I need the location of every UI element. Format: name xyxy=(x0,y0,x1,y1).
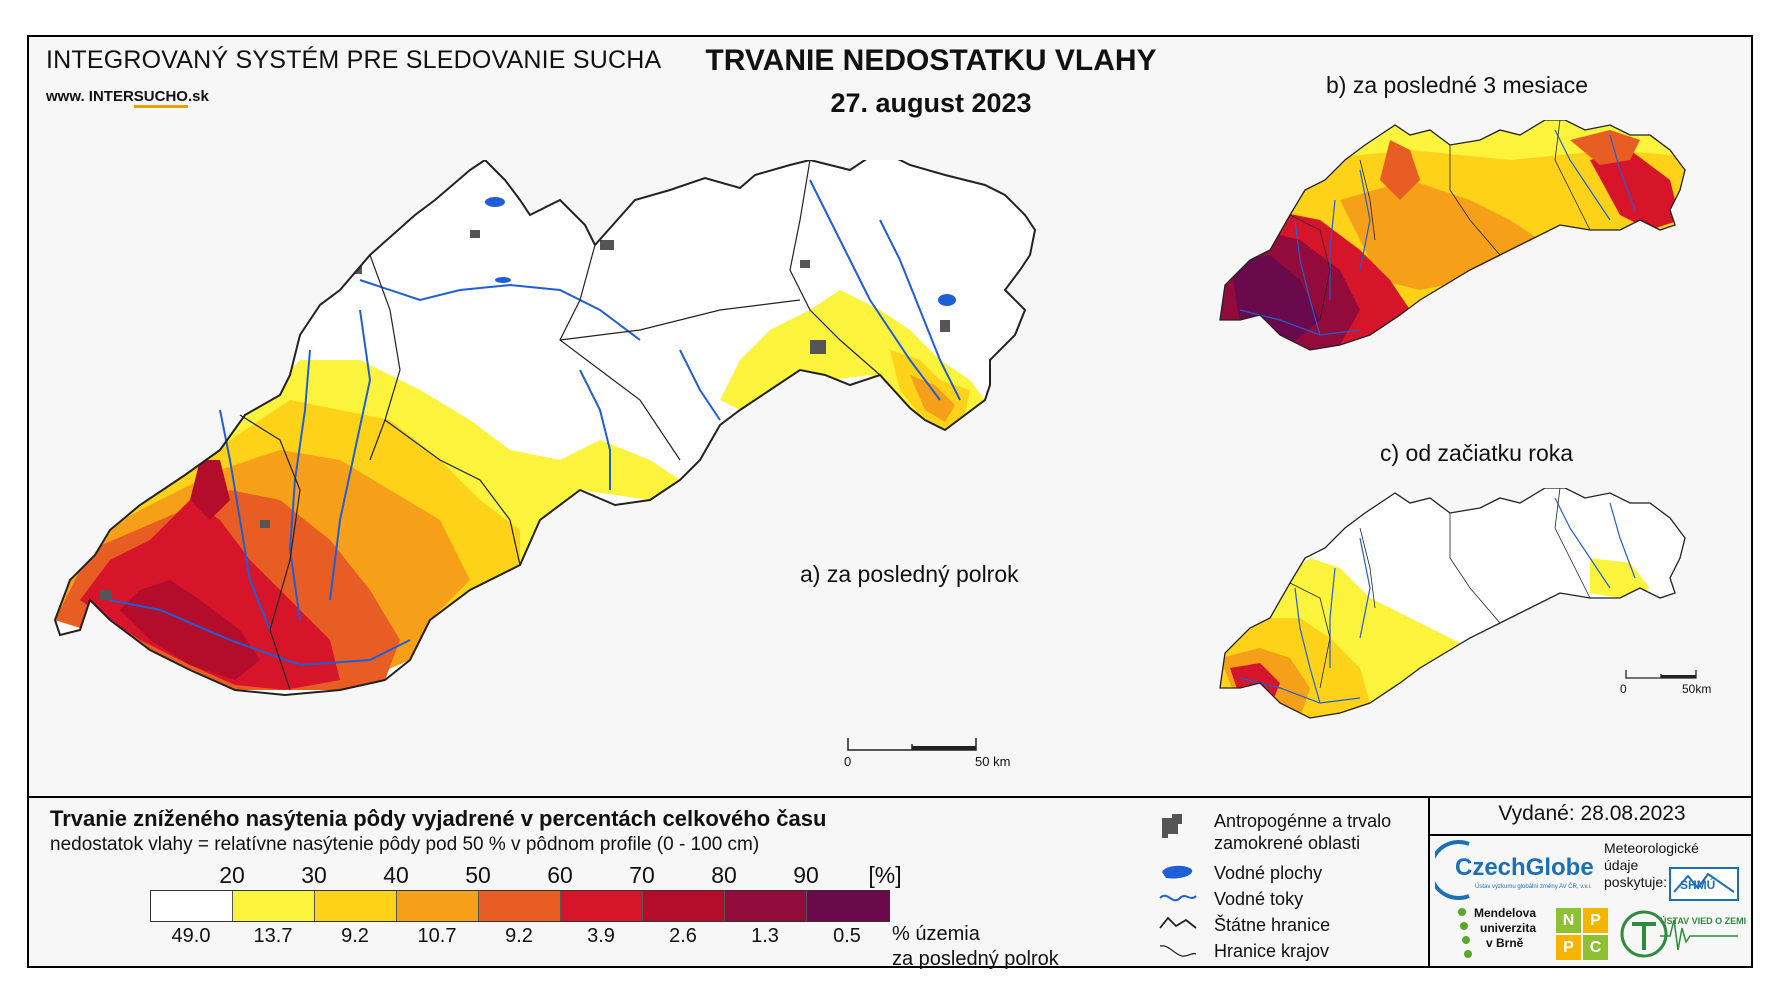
system-title: INTEGROVANÝ SYSTÉM PRE SLEDOVANIE SUCHA xyxy=(46,46,662,74)
shmu-name: SHMÚ xyxy=(1680,878,1716,892)
water-area-icon xyxy=(1162,865,1193,879)
map-date: 27. august 2023 xyxy=(830,88,1032,118)
legend-swatch xyxy=(397,891,479,921)
legend-swatch xyxy=(151,891,233,921)
scalebar-main xyxy=(847,738,977,751)
legend-anthropogenic: Antropogénne a trvalo zamokrené oblasti xyxy=(1170,810,1391,854)
legend-region-border: Hranice krajov xyxy=(1214,941,1330,961)
legend-state-border: Štátne hranice xyxy=(1214,915,1331,935)
map-title: TRVANIE NEDOSTATKU VLAHY xyxy=(705,44,1157,77)
scalebar-small-start: 0 xyxy=(1620,682,1627,696)
legend-percent-caption-line1: % územia xyxy=(892,923,980,945)
mendel-line2: univerzita xyxy=(1480,921,1537,935)
czechglobe-name: CzechGlobe xyxy=(1455,854,1594,881)
meteo-credit: Meteorologické údaje poskytuje: xyxy=(1604,840,1699,891)
legend-swatch xyxy=(725,891,807,921)
legend-swatch xyxy=(233,891,315,921)
mendel-logo-dots xyxy=(1458,908,1472,958)
legend-percentage: 3.9 xyxy=(587,925,615,947)
legend-percentage: 49.0 xyxy=(171,925,211,947)
legend-divider xyxy=(27,796,1753,798)
legend-tick: 50 xyxy=(465,862,491,888)
legend-tick: 90 xyxy=(793,862,819,888)
website-prefix: www. INTER xyxy=(46,88,134,105)
issued-date: Vydané: 28.08.2023 xyxy=(1498,802,1686,825)
legend-percent-caption-line2: za posledný polrok xyxy=(892,948,1059,970)
mendel-line1: Mendelova xyxy=(1474,906,1537,920)
panel-c-label: c) od začiatku roka xyxy=(1380,440,1574,466)
credits-divider xyxy=(1428,796,1430,968)
legend-anthropogenic-line1: Antropogénne a trvalo xyxy=(1214,811,1392,831)
legend-swatch xyxy=(643,891,725,921)
map-panel-b xyxy=(1219,120,1686,351)
legend-percentage: 13.7 xyxy=(253,925,293,947)
urban-area-icon xyxy=(1162,814,1182,838)
region-border-icon xyxy=(1159,945,1197,957)
legend-percent-caption: % územia za posledný polrok xyxy=(892,922,1059,972)
uvz-name: ÚSTAV VIED O ZEMI xyxy=(1660,916,1747,926)
nppc-letter: P xyxy=(1583,908,1608,933)
nppc-letter: N xyxy=(1556,908,1581,933)
issued-divider xyxy=(1428,834,1753,836)
mendel-university: Mendelova univerzita v Brně xyxy=(1474,906,1536,951)
legend-title: Trvanie zníženého nasýtenia pôdy vyjadre… xyxy=(50,806,827,831)
website-link[interactable]: www. INTERSUCHO.sk xyxy=(46,88,209,108)
scalebar-small-end: 50km xyxy=(1682,682,1712,696)
legend-water-areas: Vodné plochy xyxy=(1214,863,1323,883)
legend-tick: 40 xyxy=(383,862,409,888)
panel-b-label: b) za posledné 3 mesiace xyxy=(1326,72,1589,98)
legend-tick: 20 xyxy=(219,862,245,888)
nppc-logo: N P P C xyxy=(1556,908,1608,960)
legend-percentage: 9.2 xyxy=(505,925,533,947)
river-icon xyxy=(1159,894,1197,902)
legend-swatch xyxy=(561,891,643,921)
legend-water-streams: Vodné toky xyxy=(1214,889,1304,909)
shmu-logo xyxy=(1669,867,1739,901)
panel-a-label: a) za posledný polrok xyxy=(800,561,1019,587)
legend-unit: [%] xyxy=(868,862,902,888)
meteo-line2: údaje xyxy=(1604,857,1639,873)
legend-percentage: 1.3 xyxy=(751,925,779,947)
scalebar-main-start: 0 xyxy=(844,754,852,769)
map-panel-c xyxy=(1219,488,1686,719)
legend-tick: 30 xyxy=(301,862,327,888)
legend-swatch xyxy=(807,891,889,921)
meteo-line3: poskytuje: xyxy=(1604,874,1668,890)
legend-percentage: 2.6 xyxy=(669,925,697,947)
legend-color-scale xyxy=(150,890,890,922)
website-suffix: .sk xyxy=(187,88,209,105)
legend-percentage: 9.2 xyxy=(341,925,369,947)
mendel-line3: v Brně xyxy=(1486,936,1524,950)
legend-anthropogenic-line2: zamokrené oblasti xyxy=(1214,833,1361,853)
nppc-letter: C xyxy=(1583,935,1608,960)
legend-swatch xyxy=(315,891,397,921)
legend-tick: 80 xyxy=(711,862,737,888)
legend-tick: 70 xyxy=(629,862,655,888)
meteo-line1: Meteorologické xyxy=(1604,840,1699,856)
scalebar-small xyxy=(1625,670,1697,679)
map-panel-a xyxy=(54,160,1036,696)
scalebar-main-end: 50 km xyxy=(975,754,1011,769)
website-accent: SUCHO xyxy=(133,88,188,108)
legend-swatch xyxy=(479,891,561,921)
czechglobe-subtitle: Ústav výzkumu globální změny AV ČR, v.v.… xyxy=(1475,884,1592,890)
czechglobe-logo xyxy=(1435,840,1470,900)
state-border-icon xyxy=(1159,916,1197,929)
legend-tick: 60 xyxy=(547,862,573,888)
legend-percentage: 10.7 xyxy=(417,925,457,947)
nppc-letter: P xyxy=(1556,935,1581,960)
uvz-logo xyxy=(1620,910,1738,958)
legend-percentage: 0.5 xyxy=(833,925,861,947)
legend-subtitle: nedostatok vlahy = relatívne nasýtenie p… xyxy=(50,834,760,855)
